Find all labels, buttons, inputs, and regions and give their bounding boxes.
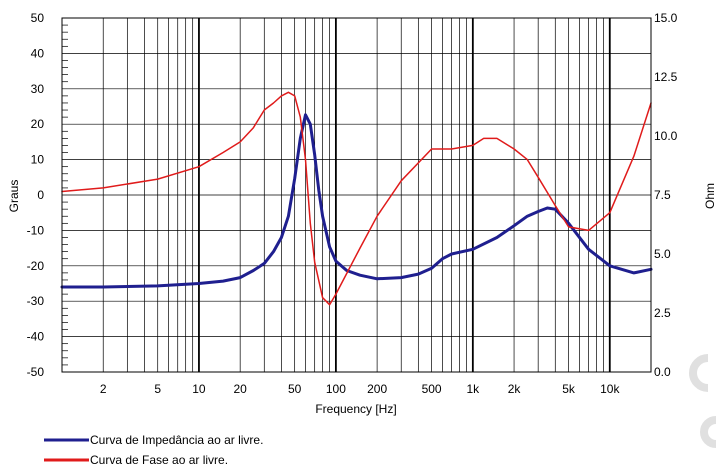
series-layer [60, 91, 653, 306]
x-tick-label: 2k [508, 382, 522, 396]
phase-series-line [61, 91, 652, 306]
y-right-tick-label: 12.5 [654, 70, 678, 84]
y-left-tick-label: -10 [27, 223, 45, 237]
x-tick-label: 50 [288, 382, 302, 396]
tick-labels: 2 5 10 20 50 100 200 500 1k 2k 5k 10k50403020100-10… [27, 11, 678, 396]
y-right-tick-label: 7.5 [654, 188, 671, 202]
grid-lines [62, 17, 651, 373]
y-axis-left-title: Graus [7, 180, 21, 213]
x-tick-label: 5 [154, 382, 161, 396]
y-left-tick-label: 50 [31, 11, 45, 25]
x-tick-label: 500 [422, 382, 442, 396]
legend-label-impedance: Curva de Impedância ao ar livre. [90, 433, 263, 447]
y-right-tick-label: 5.0 [654, 247, 671, 261]
y-axis-right-title: Ohm [703, 183, 717, 209]
y-left-tick-label: -50 [27, 365, 45, 379]
x-tick-label: 2 [100, 382, 107, 396]
x-tick-label: 20 [233, 382, 247, 396]
legend: Curva de Impedância ao ar livre. Curva d… [44, 433, 263, 467]
y-left-tick-label: -40 [27, 330, 45, 344]
y-left-tick-label: -20 [27, 259, 45, 273]
plot-frame [61, 17, 652, 373]
watermark-logo [689, 354, 717, 448]
x-tick-label: 200 [367, 382, 387, 396]
y-left-tick-label: 10 [31, 153, 45, 167]
legend-label-phase: Curva de Fase ao ar livre. [90, 453, 228, 467]
y-right-tick-label: 10.0 [654, 129, 678, 143]
x-tick-label: 10 [192, 382, 206, 396]
impedance-series-line [60, 113, 653, 289]
x-axis-title: Frequency [Hz] [315, 402, 396, 416]
x-tick-label: 10k [600, 382, 620, 396]
y-right-tick-label: 2.5 [654, 306, 671, 320]
y-right-tick-label: 0.0 [654, 365, 671, 379]
y-left-tick-label: 20 [31, 117, 45, 131]
y-left-tick-label: 40 [31, 46, 45, 60]
y-right-tick-label: 15.0 [654, 11, 678, 25]
x-tick-label: 5k [562, 382, 576, 396]
y-left-tick-label: -30 [27, 294, 45, 308]
y-left-tick-label: 0 [37, 188, 44, 202]
y-left-tick-label: 30 [31, 82, 45, 96]
x-tick-label: 100 [326, 382, 346, 396]
x-tick-label: 1k [466, 382, 480, 396]
